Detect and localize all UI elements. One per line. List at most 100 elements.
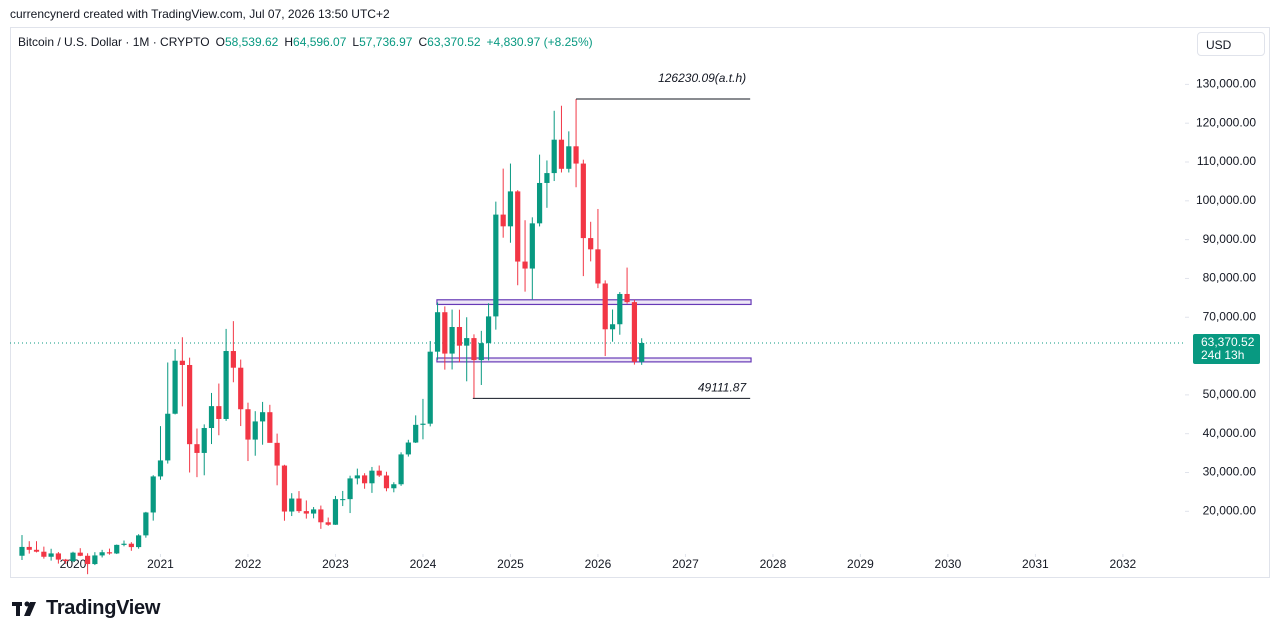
candle-body xyxy=(551,139,557,174)
candle-body xyxy=(55,553,61,560)
candle-body xyxy=(500,214,506,227)
candle-body xyxy=(157,460,164,477)
candle-body xyxy=(456,326,463,346)
candle-body xyxy=(413,424,419,443)
candle-body xyxy=(310,509,317,514)
candle-body xyxy=(19,546,25,556)
candle-body xyxy=(216,406,222,419)
candle-body xyxy=(303,511,309,514)
x-tick-label: 2022 xyxy=(235,557,262,571)
candle-body xyxy=(179,360,185,365)
y-tick-label: 130,000.00 xyxy=(1196,77,1256,91)
candle-body xyxy=(376,470,382,476)
candle-body xyxy=(405,442,411,455)
candle-body xyxy=(296,498,302,512)
candle-body xyxy=(77,552,83,556)
candle-body xyxy=(347,478,353,500)
candle-body xyxy=(63,559,69,562)
price-label-box xyxy=(1193,333,1260,364)
candle-body xyxy=(558,139,565,169)
candle-body xyxy=(580,163,586,239)
y-tick-label: 30,000.00 xyxy=(1203,465,1257,479)
candle-body xyxy=(536,182,543,224)
legend-key: O xyxy=(215,35,225,49)
y-tick-label: 100,000.00 xyxy=(1196,193,1256,207)
y-tick-label: 90,000.00 xyxy=(1203,232,1257,246)
candle-body xyxy=(121,543,127,545)
candle-body xyxy=(420,423,426,425)
chart-frame xyxy=(10,27,1270,578)
candle-body xyxy=(143,512,149,536)
legend-key: L xyxy=(352,35,360,49)
candle-body xyxy=(617,293,623,325)
y-tick-label: 110,000.00 xyxy=(1197,154,1256,168)
legend-value: 58,539.62 xyxy=(224,35,279,49)
y-tick-label: 20,000.00 xyxy=(1203,503,1257,517)
candle-body xyxy=(434,312,441,352)
candle-body xyxy=(99,552,105,556)
candle-body xyxy=(165,413,171,461)
y-tick-label: 80,000.00 xyxy=(1203,271,1257,285)
candle-body xyxy=(128,543,134,548)
candle-body xyxy=(318,509,324,523)
currency-button[interactable]: USD xyxy=(1197,32,1265,56)
candle-body xyxy=(427,351,433,424)
x-tick-label: 2030 xyxy=(935,557,962,571)
candle-body xyxy=(529,223,535,269)
candle-body xyxy=(106,552,113,554)
candle-body xyxy=(398,454,404,485)
x-tick-label: 2024 xyxy=(410,557,437,571)
legend-key: C xyxy=(418,35,428,49)
candle-body xyxy=(172,360,178,414)
candle-body xyxy=(230,351,236,368)
candle-body xyxy=(507,191,514,227)
logo-icon xyxy=(12,601,36,616)
legend-change: +4,830.97 (+8.25%) xyxy=(486,35,593,49)
candle-body xyxy=(573,146,579,164)
candle-body xyxy=(208,406,215,429)
candle-body xyxy=(493,214,499,317)
x-tick-label: 2025 xyxy=(497,557,524,571)
symbol-legend: Bitcoin / U.S. Dollar · 1M · CRYPTO O 58,5… xyxy=(18,35,593,49)
candle-body xyxy=(332,499,339,525)
candle-body xyxy=(609,324,616,330)
candle-body xyxy=(588,238,594,250)
candle-body xyxy=(41,551,47,557)
x-tick-label: 2031 xyxy=(1022,557,1049,571)
candle-body xyxy=(595,249,601,284)
price-countdown: 24d 13h xyxy=(1201,348,1244,362)
candle-body xyxy=(515,191,521,262)
candle-body xyxy=(471,338,477,361)
candle-body xyxy=(136,535,142,548)
candle-body xyxy=(478,343,484,361)
candle-body xyxy=(201,428,207,453)
candle-body xyxy=(602,283,608,330)
y-tick-label: 120,000.00 xyxy=(1196,115,1256,129)
candle-body xyxy=(281,465,288,512)
header: currencynerd created with TradingView.co… xyxy=(10,7,390,21)
candle-body xyxy=(114,544,120,554)
legend-value: 57,736.97 xyxy=(359,35,413,49)
candle-body xyxy=(442,312,448,354)
zone xyxy=(436,357,752,363)
candle-body xyxy=(33,549,40,552)
candle-body xyxy=(150,476,156,513)
candle-body xyxy=(70,552,76,562)
candle-body xyxy=(267,412,273,443)
x-tick-label: 2032 xyxy=(1110,557,1137,571)
legend-key: H xyxy=(284,35,294,49)
price-label: 63,370.52 xyxy=(1201,335,1255,349)
candle-body xyxy=(223,351,229,419)
candle-body xyxy=(464,338,470,346)
legend-value: 63,370.52 xyxy=(427,35,481,49)
x-tick-label: 2023 xyxy=(322,557,349,571)
candle-body xyxy=(325,522,331,525)
candle-body xyxy=(449,326,455,354)
symbol-title: Bitcoin / U.S. Dollar · 1M · CRYPTO xyxy=(18,35,210,49)
candle-body xyxy=(26,546,32,550)
candle-body xyxy=(259,412,266,422)
candle-body xyxy=(631,302,638,362)
candle-body xyxy=(48,553,54,557)
